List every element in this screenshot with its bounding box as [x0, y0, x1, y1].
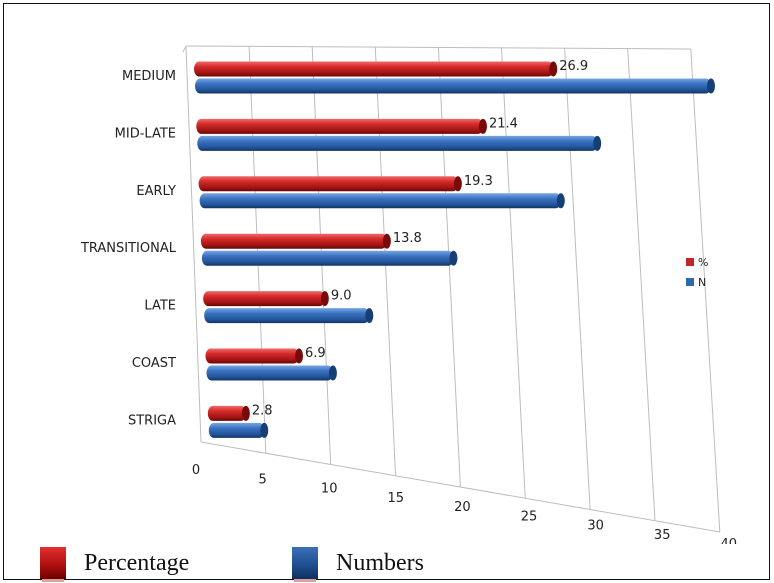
bar-pct-transitional — [200, 233, 391, 249]
bar-pct-transitional-cap — [382, 233, 391, 249]
legend-label-1: N — [698, 276, 706, 289]
data-label-early: 19.3 — [464, 174, 493, 189]
bar-pct-medium-body — [194, 61, 554, 77]
bar-n-coast-cap — [328, 365, 337, 381]
category-label-coast: COAST — [132, 356, 176, 371]
bar-pct-mid-late-body — [196, 118, 483, 134]
gridline-1 — [248, 46, 267, 454]
bar-n-striga-cap — [260, 422, 269, 438]
legend-label-percentage: Percentage — [84, 549, 190, 576]
bar-pct-early-cap — [453, 176, 462, 192]
x-tick-label-0: 0 — [192, 463, 200, 478]
bar-n-late-cap — [365, 308, 374, 324]
category-label-early: EARLY — [136, 184, 176, 199]
bar-n-striga-body — [208, 422, 265, 438]
bar-pct-late — [203, 291, 329, 307]
bars — [194, 61, 715, 438]
x-tick-label-5: 25 — [521, 509, 538, 524]
legend-label-0: % — [698, 256, 708, 269]
bar-n-medium — [195, 78, 715, 94]
plot-bottom-edge — [200, 441, 720, 533]
bar-n-medium-body — [195, 78, 711, 94]
bar-pct-early — [198, 176, 462, 192]
x-tick-label-4: 20 — [454, 500, 471, 515]
bar-n-transitional-body — [201, 250, 454, 266]
data-label-medium: 26.9 — [559, 59, 588, 74]
category-label-medium: MEDIUM — [122, 69, 176, 84]
bar-n-coast — [206, 365, 337, 381]
bar-pct-coast-cap — [295, 348, 304, 364]
data-label-late: 9.0 — [331, 289, 352, 304]
bar-pct-medium — [194, 61, 558, 77]
data-label-coast: 6.9 — [305, 346, 326, 361]
bar-n-medium-cap — [707, 78, 715, 94]
bar-n-late — [204, 308, 374, 324]
bar-pct-mid-late — [196, 118, 487, 134]
bar-n-mid-late-cap — [593, 135, 602, 151]
data-label-transitional: 13.8 — [393, 231, 422, 246]
bar-n-early-body — [199, 193, 561, 209]
category-label-late: LATE — [144, 299, 176, 314]
chart-frame: 0 5 10 15 20 25 30 35 40 MEDIUM 26.9 MID-LATE 21.4 EA… — [3, 3, 770, 582]
category-label-mid-late: MID-LATE — [115, 126, 176, 141]
bar-n-mid-late — [197, 135, 602, 151]
gridline-4 — [437, 47, 461, 488]
plot-top-edge — [185, 45, 691, 50]
plot-depth-edge — [182, 45, 187, 53]
bar-pct-coast-body — [205, 348, 300, 364]
bar-pct-late-cap — [320, 291, 329, 307]
bar-n-striga — [208, 422, 269, 438]
gridline-8 — [690, 48, 721, 533]
legend-swatch-red — [40, 547, 66, 582]
x-tick-label-1: 5 — [258, 472, 266, 487]
bar-pct-coast — [205, 348, 304, 364]
legend-item-percentage: Percentage — [40, 546, 190, 582]
legend-label-numbers: Numbers — [336, 549, 424, 576]
legend-swatch-0 — [686, 258, 694, 266]
chart-legend: %N — [686, 256, 708, 289]
gridline-6 — [564, 48, 591, 510]
legend-item-numbers: Numbers — [292, 546, 424, 582]
data-label-mid-late: 21.4 — [489, 116, 518, 131]
bar-pct-mid-late-cap — [478, 118, 487, 134]
gridline-7 — [627, 48, 656, 521]
bar-n-transitional — [201, 250, 458, 266]
bar-n-transitional-cap — [449, 250, 458, 266]
bar-pct-early-body — [198, 176, 458, 192]
data-label-striga: 2.8 — [252, 403, 273, 418]
grid — [182, 45, 721, 533]
category-label-striga: STRIGA — [128, 413, 176, 428]
x-tick-label-3: 15 — [388, 491, 405, 506]
x-tick-label-6: 30 — [587, 519, 604, 534]
bar-pct-medium-cap — [549, 61, 558, 77]
bar-pct-striga-body — [207, 405, 246, 421]
category-label-transitional: TRANSITIONAL — [80, 241, 177, 256]
legend-swatch-1 — [686, 278, 694, 286]
bar-chart: 0 5 10 15 20 25 30 35 40 MEDIUM 26.9 MID-LATE 21.4 EA… — [80, 45, 737, 544]
x-tick-label-8: 40 — [721, 537, 738, 544]
bar-n-early — [199, 193, 565, 209]
bar-n-coast-body — [206, 365, 333, 381]
bar-n-mid-late-body — [197, 135, 598, 151]
bar-pct-late-body — [203, 291, 325, 307]
bar-pct-striga-cap — [241, 405, 250, 421]
bar-pct-transitional-body — [200, 233, 387, 249]
x-tick-label-2: 10 — [321, 482, 338, 497]
gridline-0 — [185, 45, 202, 443]
bar-n-early-cap — [556, 193, 565, 209]
legend-swatch-blue — [292, 547, 318, 582]
gridline-5 — [501, 47, 526, 499]
bar-pct-striga — [207, 405, 250, 421]
bar-n-late-body — [204, 308, 370, 324]
bottom-legend: Percentage Numbers — [40, 546, 740, 582]
labels: 0 5 10 15 20 25 30 35 40 MEDIUM 26.9 MID-LATE 21.4 EA… — [80, 59, 737, 544]
x-tick-label-7: 35 — [654, 528, 671, 543]
